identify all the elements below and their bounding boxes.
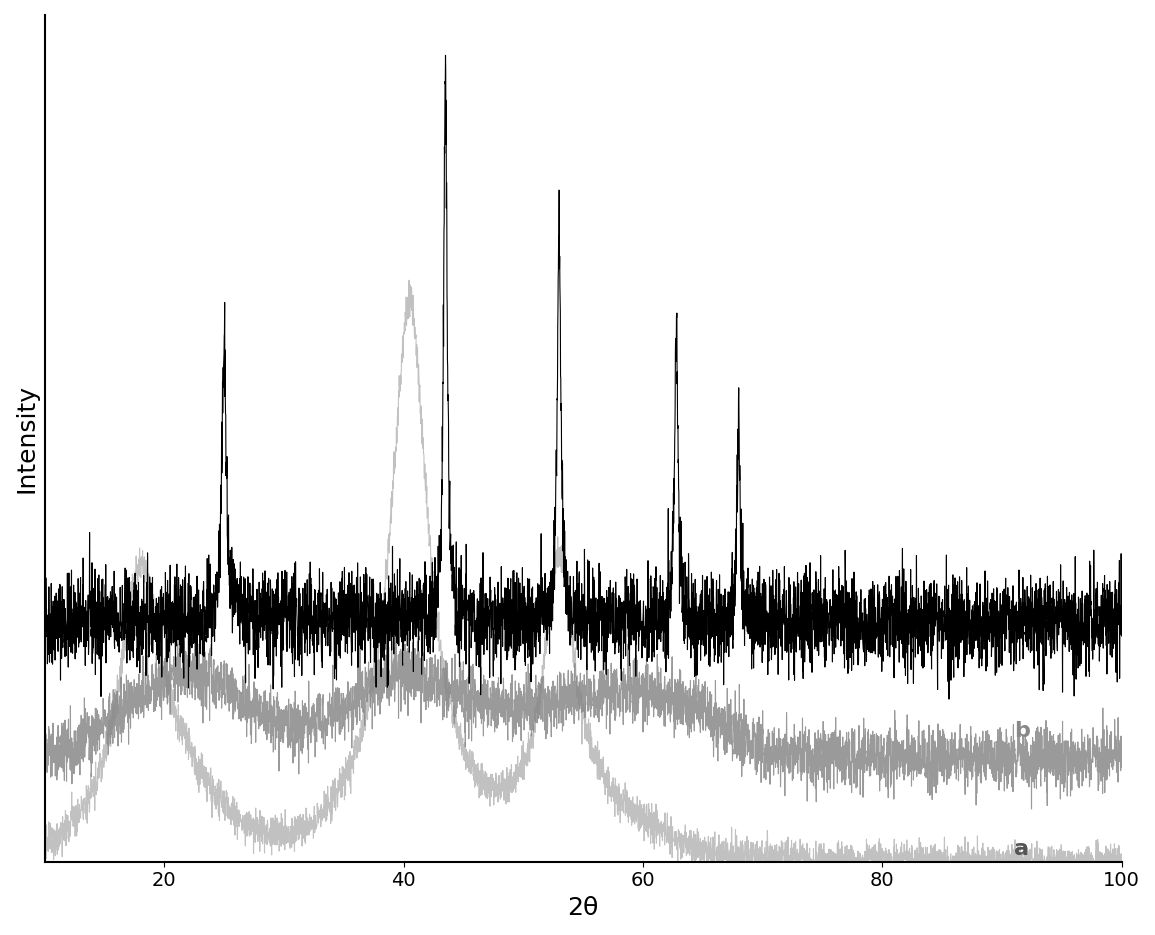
Text: a: a <box>1014 839 1029 859</box>
Y-axis label: Intensity: Intensity <box>15 384 39 493</box>
Text: b: b <box>1014 722 1030 741</box>
Text: c: c <box>1014 619 1027 640</box>
X-axis label: 2θ: 2θ <box>567 896 598 920</box>
